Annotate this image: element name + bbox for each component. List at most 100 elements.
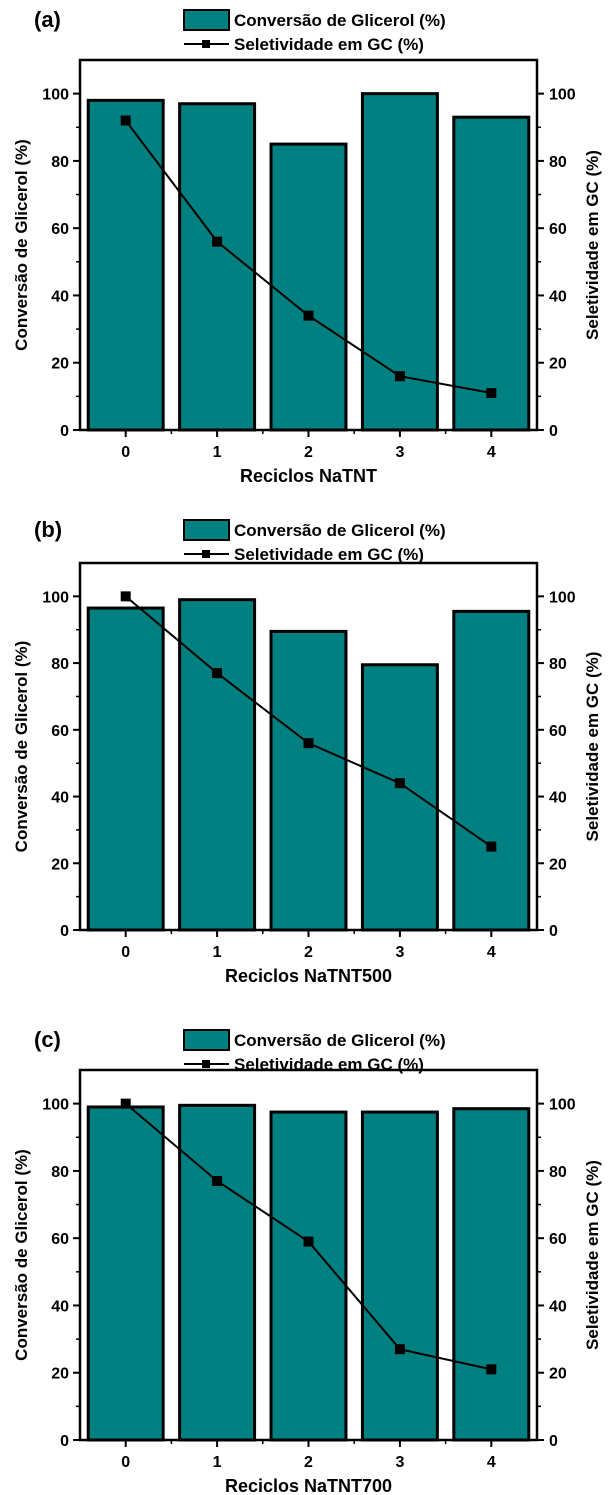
legend-bar-label: Conversão de Glicerol (%) — [234, 521, 446, 540]
bar — [178, 102, 257, 432]
x-axis-label: Reciclos NaTNT700 — [225, 1476, 392, 1495]
y-tick-label-left: 20 — [51, 356, 69, 373]
y-tick-label-left: 100 — [42, 87, 69, 104]
y-tick-label-left: 0 — [60, 423, 69, 440]
selectivity-point — [486, 388, 497, 398]
y-tick-label-left: 100 — [42, 589, 69, 606]
y-tick-label-left: 100 — [42, 1097, 69, 1114]
bar — [86, 606, 165, 932]
legend-line-marker — [202, 1060, 210, 1068]
selectivity-point — [394, 1344, 405, 1355]
y-tick-label-right: 40 — [549, 790, 567, 807]
bar — [86, 98, 165, 432]
x-tick-label: 3 — [395, 944, 404, 961]
x-tick-label: 1 — [213, 1454, 222, 1471]
x-tick-label: 2 — [304, 444, 313, 461]
selectivity-point — [120, 115, 131, 126]
y-tick-label-right: 20 — [549, 356, 567, 373]
y-tick-label-right: 40 — [549, 288, 567, 305]
legend-bar-label: Conversão de Glicerol (%) — [234, 11, 446, 30]
selectivity-point — [212, 1176, 223, 1186]
x-tick-label: 3 — [395, 1454, 404, 1471]
chart-panel-a: (a) Conversão de Glicerol (%) Seletividade… — [12, 7, 602, 486]
y-tick-label-left: 0 — [60, 1433, 69, 1450]
selectivity-point — [303, 310, 314, 321]
panel-label: (c) — [34, 1027, 61, 1052]
selectivity-point — [212, 236, 223, 247]
y-tick-label-right: 40 — [549, 1298, 567, 1315]
legend-line-marker — [202, 550, 210, 558]
legend-line-label: Seletividade em GC (%) — [234, 35, 424, 54]
selectivity-point — [303, 738, 314, 749]
bar — [452, 115, 531, 432]
y-tick-label-left: 60 — [51, 221, 69, 238]
y-tick-label-left: 80 — [51, 656, 69, 673]
y-axis-label-right: Seletividade em GC (%) — [583, 1160, 602, 1350]
selectivity-point — [120, 1098, 131, 1109]
bar — [452, 1107, 531, 1442]
selectivity-point — [212, 668, 223, 679]
legend-bar-swatch — [183, 9, 230, 31]
bar — [269, 629, 348, 932]
bar — [360, 663, 439, 932]
y-tick-label-right: 60 — [549, 221, 567, 238]
bar — [360, 1110, 439, 1442]
y-tick-label-right: 0 — [549, 423, 558, 440]
chart-panel-c: (c) Conversão de Glicerol (%) Seletividade… — [12, 1027, 602, 1495]
legend-bar-label: Conversão de Glicerol (%) — [234, 1031, 446, 1050]
bar — [86, 1105, 165, 1442]
y-tick-label-left: 40 — [51, 1298, 69, 1315]
x-axis-label: Reciclos NaTNT — [240, 466, 377, 486]
y-tick-label-left: 0 — [60, 923, 69, 940]
x-tick-label: 1 — [213, 944, 222, 961]
x-tick-label: 0 — [121, 944, 130, 961]
legend-bar-swatch — [183, 519, 230, 541]
y-tick-label-left: 60 — [51, 723, 69, 740]
selectivity-point — [303, 1236, 314, 1247]
x-tick-label: 2 — [304, 1454, 313, 1471]
bar — [178, 1103, 257, 1442]
x-tick-label: 4 — [487, 444, 496, 461]
chart-panel-b: (b) Conversão de Glicerol (%) Seletividade… — [12, 517, 602, 986]
selectivity-point — [394, 371, 405, 382]
y-tick-label-right: 60 — [549, 723, 567, 740]
y-tick-label-right: 100 — [549, 1097, 576, 1114]
y-axis-label-right: Seletividade em GC (%) — [583, 150, 602, 340]
bar — [269, 1110, 348, 1442]
bar — [452, 609, 531, 932]
y-axis-label-right: Seletividade em GC (%) — [583, 652, 602, 842]
x-tick-label: 0 — [121, 1454, 130, 1471]
x-tick-label: 4 — [487, 1454, 496, 1471]
y-tick-label-left: 80 — [51, 154, 69, 171]
panel-label: (b) — [34, 517, 62, 542]
y-tick-label-left: 20 — [51, 856, 69, 873]
bar — [269, 142, 348, 432]
x-tick-label: 4 — [487, 944, 496, 961]
selectivity-point — [486, 841, 497, 852]
y-axis-label-left: Conversão de Glicerol (%) — [12, 139, 31, 351]
panel-label: (a) — [34, 7, 61, 32]
y-tick-label-right: 100 — [549, 589, 576, 606]
selectivity-point — [120, 591, 131, 602]
bar — [178, 598, 257, 932]
y-tick-label-right: 80 — [549, 656, 567, 673]
selectivity-point — [394, 778, 405, 789]
y-tick-label-right: 80 — [549, 154, 567, 171]
selectivity-point — [486, 1364, 497, 1375]
y-tick-label-left: 80 — [51, 1164, 69, 1181]
legend-bar-swatch — [183, 1029, 230, 1051]
y-tick-label-right: 0 — [549, 923, 558, 940]
y-tick-label-right: 20 — [549, 856, 567, 873]
legend-line-label: Seletividade em GC (%) — [234, 545, 424, 564]
y-tick-label-left: 20 — [51, 1366, 69, 1383]
x-tick-label: 0 — [121, 444, 130, 461]
y-tick-label-right: 20 — [549, 1366, 567, 1383]
y-tick-label-right: 80 — [549, 1164, 567, 1181]
y-tick-label-left: 60 — [51, 1231, 69, 1248]
x-tick-label: 2 — [304, 944, 313, 961]
y-axis-label-left: Conversão de Glicerol (%) — [12, 641, 31, 853]
y-axis-label-left: Conversão de Glicerol (%) — [12, 1149, 31, 1361]
y-tick-label-right: 100 — [549, 87, 576, 104]
x-axis-label: Reciclos NaTNT500 — [225, 966, 392, 986]
